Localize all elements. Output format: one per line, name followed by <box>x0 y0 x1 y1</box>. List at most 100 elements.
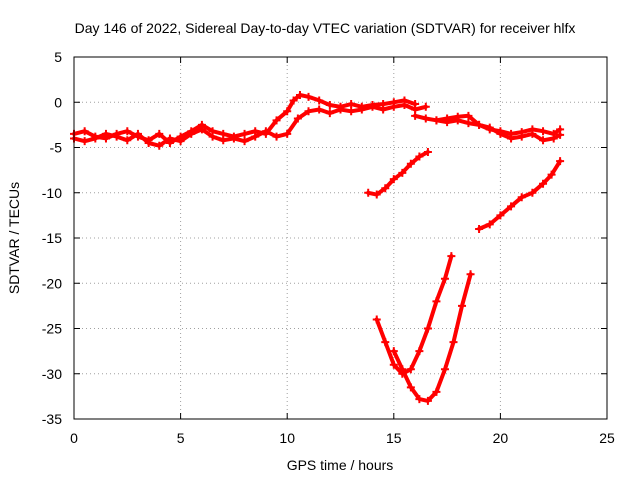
data-point-0-8 <box>155 129 164 138</box>
data-point-6-9 <box>447 252 456 261</box>
data-point-1-13 <box>208 132 217 141</box>
data-point-4-4 <box>398 168 407 177</box>
chart-title: Day 146 of 2022, Sidereal Day-to-day VTE… <box>75 20 576 36</box>
data-point-1-10 <box>176 137 185 146</box>
x-axis-label: GPS time / hours <box>287 457 394 473</box>
data-point-3-11 <box>549 134 558 143</box>
data-series-2 <box>411 111 565 138</box>
series-trace-4 <box>366 150 430 197</box>
data-point-3-8 <box>517 132 526 141</box>
data-point-0-27 <box>347 100 356 109</box>
y-tick-label-0: 5 <box>54 49 62 65</box>
y-axis-label: SDTVAR / TECUs <box>6 182 22 294</box>
series-trace-7 <box>391 272 473 403</box>
x-tick-label-5: 25 <box>599 430 615 446</box>
data-series-3 <box>432 116 565 145</box>
data-point-4-5 <box>406 159 415 168</box>
data-point-1-25 <box>336 105 345 114</box>
grid-lines <box>74 57 607 419</box>
data-point-1-28 <box>368 102 377 111</box>
data-point-0-25 <box>325 100 334 109</box>
data-point-0-16 <box>240 129 249 138</box>
data-point-1-9 <box>165 134 174 143</box>
data-point-1-18 <box>261 127 270 136</box>
data-point-5-8 <box>556 157 565 166</box>
y-tick-label-6: -25 <box>42 321 62 337</box>
data-point-1-24 <box>325 109 334 118</box>
data-point-1-17 <box>251 132 260 141</box>
data-point-3-0 <box>432 116 441 125</box>
data-point-3-2 <box>453 116 462 125</box>
data-point-6-8 <box>440 274 449 283</box>
data-point-1-26 <box>347 107 356 116</box>
data-point-0-20 <box>283 107 292 116</box>
data-point-6-7 <box>432 297 441 306</box>
data-point-2-0 <box>411 111 420 120</box>
series-trace-1 <box>72 103 428 148</box>
data-point-0-21 <box>289 96 298 105</box>
data-series-4 <box>364 148 432 199</box>
data-point-7-9 <box>466 270 475 279</box>
y-tick-label-4: -15 <box>42 230 62 246</box>
data-point-3-12 <box>556 130 565 139</box>
data-point-1-22 <box>304 107 313 116</box>
data-point-3-5 <box>485 123 494 132</box>
x-tick-label-0: 0 <box>70 430 78 446</box>
data-point-1-29 <box>379 105 388 114</box>
data-point-5-6 <box>539 179 548 188</box>
data-point-3-10 <box>539 136 548 145</box>
data-point-0-5 <box>123 127 132 136</box>
data-point-6-1 <box>381 338 390 347</box>
data-point-5-7 <box>547 170 556 179</box>
data-point-4-1 <box>372 190 381 199</box>
y-tick-label-3: -10 <box>42 185 62 201</box>
data-point-7-2 <box>406 383 415 392</box>
data-point-1-12 <box>197 125 206 134</box>
data-point-6-5 <box>415 347 424 356</box>
data-point-7-7 <box>449 338 458 347</box>
data-point-1-8 <box>155 141 164 150</box>
data-point-0-23 <box>304 92 313 101</box>
data-point-1-2 <box>91 134 100 143</box>
data-point-1-15 <box>229 134 238 143</box>
data-point-3-6 <box>496 129 505 138</box>
axis-ticks: 0 5 10 15 20 25 5 0 -5 -10 -15 -20 -25 -30 -35 <box>42 49 615 446</box>
data-point-1-23 <box>315 105 324 114</box>
data-point-4-3 <box>389 175 398 184</box>
data-point-2-12 <box>539 127 548 136</box>
data-point-3-3 <box>464 119 473 128</box>
data-point-5-2 <box>496 211 505 220</box>
data-point-1-6 <box>133 129 142 138</box>
y-tick-label-8: -35 <box>42 411 62 427</box>
data-point-3-4 <box>475 120 484 129</box>
data-point-1-4 <box>112 132 121 141</box>
data-point-3-9 <box>528 129 537 138</box>
data-point-5-0 <box>475 224 484 233</box>
data-point-7-8 <box>458 301 467 310</box>
data-point-1-14 <box>219 136 228 145</box>
x-tick-label-2: 10 <box>279 430 295 446</box>
data-point-3-7 <box>507 134 516 143</box>
data-point-0-19 <box>272 116 281 125</box>
data-point-1-21 <box>293 114 302 123</box>
data-series-6 <box>372 252 456 378</box>
data-point-4-2 <box>381 184 390 193</box>
data-series-7 <box>389 270 475 405</box>
series-trace-6 <box>374 254 454 376</box>
data-point-1-11 <box>187 129 196 138</box>
data-point-1-3 <box>101 129 110 138</box>
data-point-6-2 <box>389 360 398 369</box>
data-point-2-5 <box>464 111 473 120</box>
y-tick-label-5: -20 <box>42 275 62 291</box>
data-point-6-0 <box>372 315 381 324</box>
data-point-7-0 <box>389 347 398 356</box>
x-tick-label-3: 15 <box>386 430 402 446</box>
data-series <box>70 91 565 405</box>
data-point-4-7 <box>423 148 432 157</box>
data-point-2-1 <box>421 114 430 123</box>
y-tick-label-1: 0 <box>54 94 62 110</box>
data-point-0-24 <box>315 96 324 105</box>
data-point-4-0 <box>364 188 373 197</box>
data-point-1-20 <box>283 129 292 138</box>
data-series-1 <box>70 100 430 150</box>
